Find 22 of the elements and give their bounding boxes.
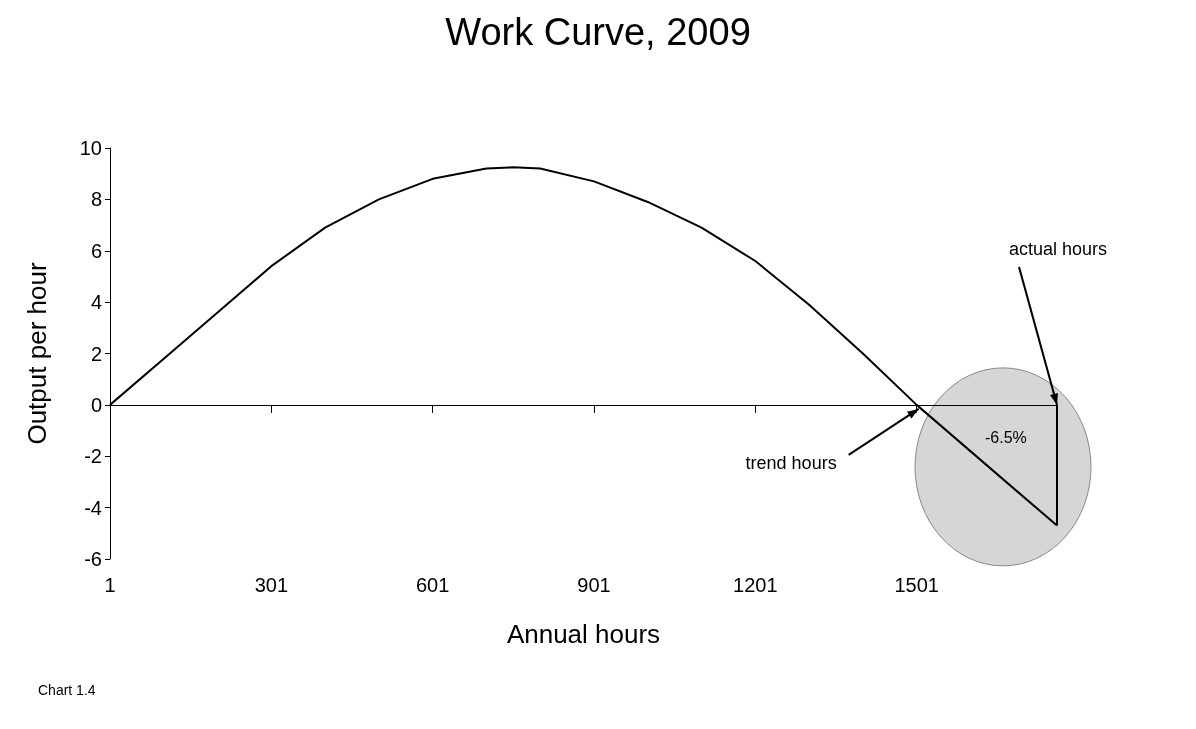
x-tick-label: 1201 xyxy=(733,574,778,596)
x-tick-label: 901 xyxy=(577,574,611,596)
annotation: actual hours xyxy=(1009,238,1108,259)
x-tick-label: 301 xyxy=(254,574,289,596)
annotation: -6.5% xyxy=(985,428,1027,446)
x-tick-label: 1501 xyxy=(894,574,939,596)
caption: Chart 1.4 xyxy=(38,682,96,698)
y-tick-label: 2 xyxy=(90,342,102,365)
y-tick-label: -6 xyxy=(84,548,102,570)
x-tick-label: 1 xyxy=(104,574,116,596)
y-tick-label: -4 xyxy=(84,496,102,519)
x-axis-title: Annual hours xyxy=(506,619,661,649)
y-tick-label: 10 xyxy=(79,137,102,159)
x-tick-label: 601 xyxy=(415,574,450,596)
y-tick-label: 8 xyxy=(90,188,102,211)
y-tick-label: -2 xyxy=(84,445,102,468)
y-tick-label: 4 xyxy=(90,291,102,314)
y-axis-title: Output per hour xyxy=(22,262,52,445)
y-tick-label: 6 xyxy=(90,239,102,262)
annotation: trend hours xyxy=(745,452,837,473)
chart-title: Work Curve, 2009 xyxy=(445,11,751,53)
y-tick-label: 0 xyxy=(90,393,102,416)
